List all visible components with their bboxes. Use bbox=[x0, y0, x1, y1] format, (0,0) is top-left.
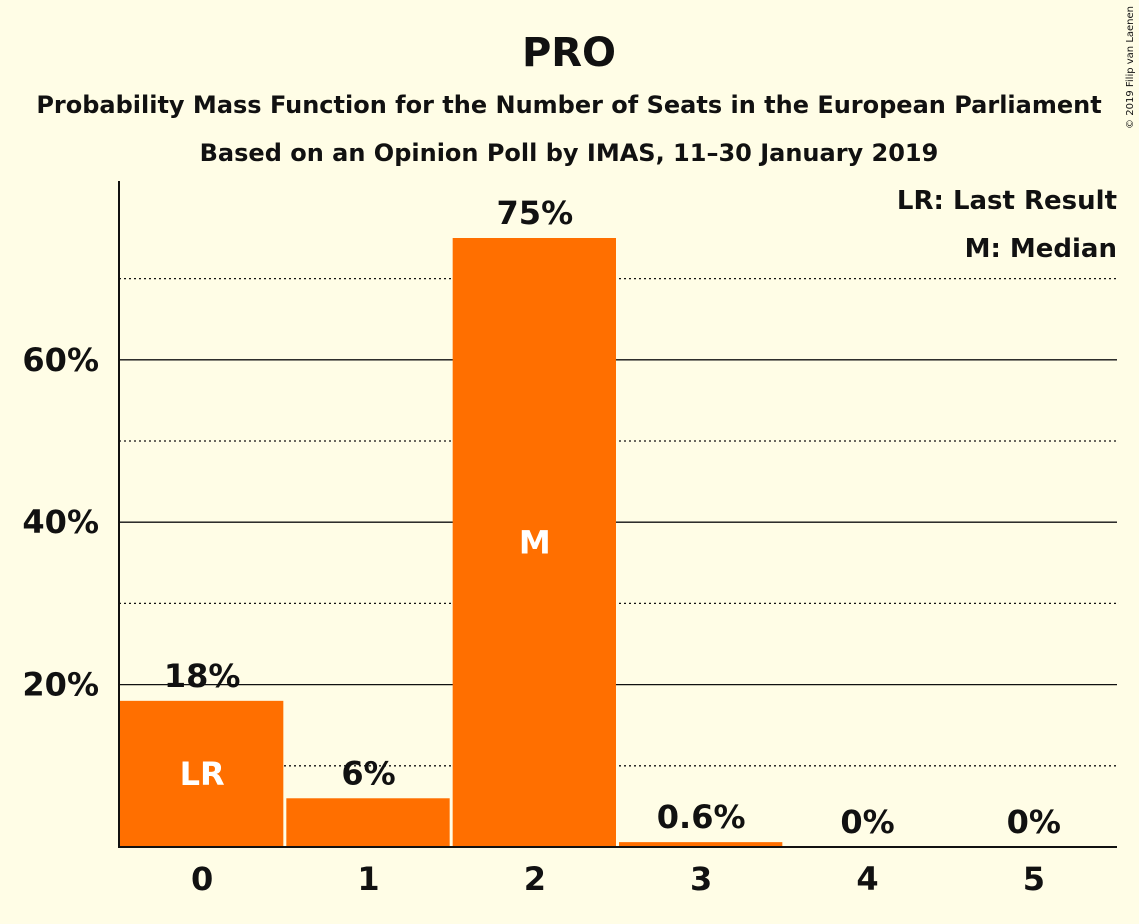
bar-value-label: 6% bbox=[341, 754, 395, 792]
bar bbox=[286, 798, 450, 847]
bar-value-label: 0% bbox=[1007, 803, 1061, 841]
grid-lines bbox=[119, 277, 1117, 767]
x-tick-label: 0 bbox=[191, 860, 213, 898]
bar bbox=[120, 700, 284, 847]
chart-title: PRO bbox=[522, 30, 616, 76]
x-tick-label: 1 bbox=[357, 860, 379, 898]
legend-median: M: Median bbox=[965, 234, 1117, 264]
axes bbox=[118, 181, 1117, 848]
x-tick-label: 2 bbox=[524, 860, 546, 898]
bar-value-label: 0.6% bbox=[657, 798, 746, 836]
x-tick-label: 3 bbox=[690, 860, 712, 898]
copyright-notice: © 2019 Filip van Laenen bbox=[1125, 6, 1136, 129]
bar-value-label: 18% bbox=[164, 657, 241, 695]
y-tick-label: 40% bbox=[22, 503, 99, 541]
bar bbox=[619, 842, 783, 847]
bar-value-label: 0% bbox=[840, 803, 894, 841]
chart-subtitle-line-1: Probability Mass Function for the Number… bbox=[36, 91, 1101, 119]
y-tick-label: 60% bbox=[22, 341, 99, 379]
bar-marker-label: M bbox=[519, 524, 551, 562]
y-tick-label: 20% bbox=[22, 666, 99, 704]
bars bbox=[120, 238, 783, 847]
bar-value-label: 75% bbox=[497, 194, 574, 232]
x-tick-label: 4 bbox=[856, 860, 878, 898]
bar-marker-label: LR bbox=[180, 755, 225, 793]
chart-subtitle-line-2: Based on an Opinion Poll by IMAS, 11–30 … bbox=[200, 139, 939, 167]
legend-last-result: LR: Last Result bbox=[897, 186, 1117, 216]
bar bbox=[452, 238, 616, 847]
x-tick-label: 5 bbox=[1023, 860, 1045, 898]
